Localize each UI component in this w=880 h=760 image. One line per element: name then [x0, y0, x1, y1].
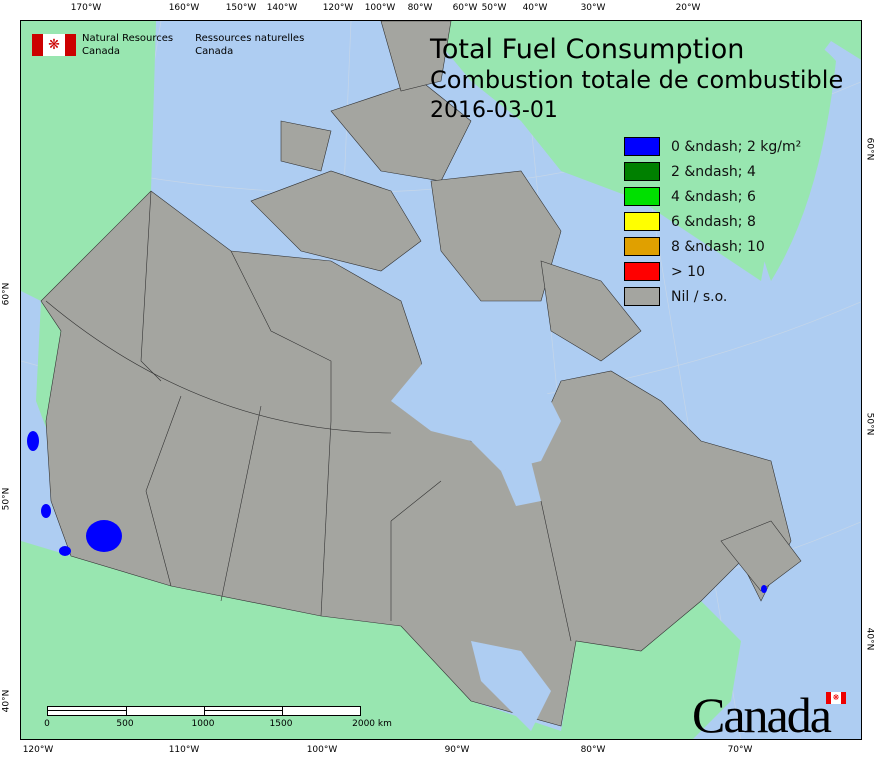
legend-swatch [624, 162, 660, 181]
legend-label: > 10 [671, 263, 705, 280]
top-tick: 50°W [481, 3, 507, 13]
legend-item: 0 &ndash; 2 kg/m² [624, 134, 801, 159]
legend-label: 8 &ndash; 10 [671, 238, 765, 255]
bottom-tick: 100°W [306, 745, 338, 755]
legend-label: 6 &ndash; 8 [671, 213, 756, 230]
hudson-bay [391, 331, 561, 471]
legend-swatch [624, 287, 660, 306]
legend-swatch [624, 262, 660, 281]
scale-label: 500 [116, 719, 134, 729]
title-fr: Combustion totale de combustible [430, 66, 844, 94]
borders [45, 190, 572, 642]
legend-swatch [624, 187, 660, 206]
top-tick: 20°W [675, 3, 701, 13]
agency-fr-1: Ressources naturelles [195, 33, 305, 44]
greenland-east [745, 29, 836, 281]
great-lakes [471, 641, 551, 731]
scale-label: 2000 km [352, 719, 392, 729]
map-canvas [21, 21, 861, 739]
left-tick: 40°N [1, 689, 12, 713]
legend-label: 2 &ndash; 4 [671, 163, 756, 180]
top-tick: 80°W [407, 3, 433, 13]
agency-en-2: Canada [82, 46, 121, 57]
top-tick: 150°W [225, 3, 257, 13]
james-bay [501, 461, 541, 506]
legend-label: 0 &ndash; 2 kg/m² [671, 138, 802, 155]
right-tick: 40°N [864, 627, 875, 651]
usa [21, 541, 741, 739]
top-tick: 30°W [580, 3, 606, 13]
scale-label: 1000 [191, 719, 215, 729]
top-tick: 120°W [322, 3, 354, 13]
top-tick: 160°W [168, 3, 200, 13]
agency-en-1: Natural Resources [82, 33, 174, 44]
top-tick: 170°W [70, 3, 102, 13]
legend-swatch [624, 137, 660, 156]
legend-item: 6 &ndash; 8 [624, 209, 801, 234]
map-frame[interactable] [20, 20, 862, 740]
bottom-tick: 120°W [22, 745, 54, 755]
legend-swatch [624, 237, 660, 256]
legend-item: 8 &ndash; 10 [624, 234, 801, 259]
scale-bar [47, 706, 361, 716]
alaska [21, 21, 156, 301]
bottom-tick: 70°W [727, 745, 753, 755]
left-tick: 50°N [1, 487, 12, 511]
wordmark-flag-icon: ❋ [826, 692, 846, 704]
bottom-tick: 80°W [580, 745, 606, 755]
top-tick: 100°W [364, 3, 396, 13]
canada-flag-icon: ❋ [32, 34, 76, 56]
top-tick: 40°W [522, 3, 548, 13]
legend-item: > 10 [624, 259, 801, 284]
nrcan-signature: ❋ Natural Resources Canada Ressources nat… [32, 32, 326, 58]
top-tick: 140°W [266, 3, 298, 13]
bottom-tick: 90°W [444, 745, 470, 755]
scale-label: 0 [44, 719, 50, 729]
canada [40, 21, 802, 727]
legend-swatch [624, 212, 660, 231]
agency-fr-2: Canada [195, 46, 234, 57]
right-tick: 50°N [864, 412, 875, 436]
legend-label: Nil / s.o. [671, 288, 728, 305]
legend-item: Nil / s.o. [624, 284, 801, 309]
legend-item: 2 &ndash; 4 [624, 159, 801, 184]
bottom-tick: 110°W [168, 745, 200, 755]
fuel-patches [27, 431, 767, 593]
canada-wordmark: Canada [692, 687, 832, 743]
legend: 0 &ndash; 2 kg/m² 2 &ndash; 4 4 &ndash; … [624, 134, 801, 309]
right-tick: 60°N [864, 137, 875, 161]
legend-label: 4 &ndash; 6 [671, 188, 756, 205]
left-tick: 60°N [1, 282, 12, 306]
map-date: 2016-03-01 [430, 98, 558, 123]
scale-label: 1500 [269, 719, 293, 729]
title-en: Total Fuel Consumption [430, 34, 745, 65]
top-tick: 60°W [452, 3, 478, 13]
legend-item: 4 &ndash; 6 [624, 184, 801, 209]
